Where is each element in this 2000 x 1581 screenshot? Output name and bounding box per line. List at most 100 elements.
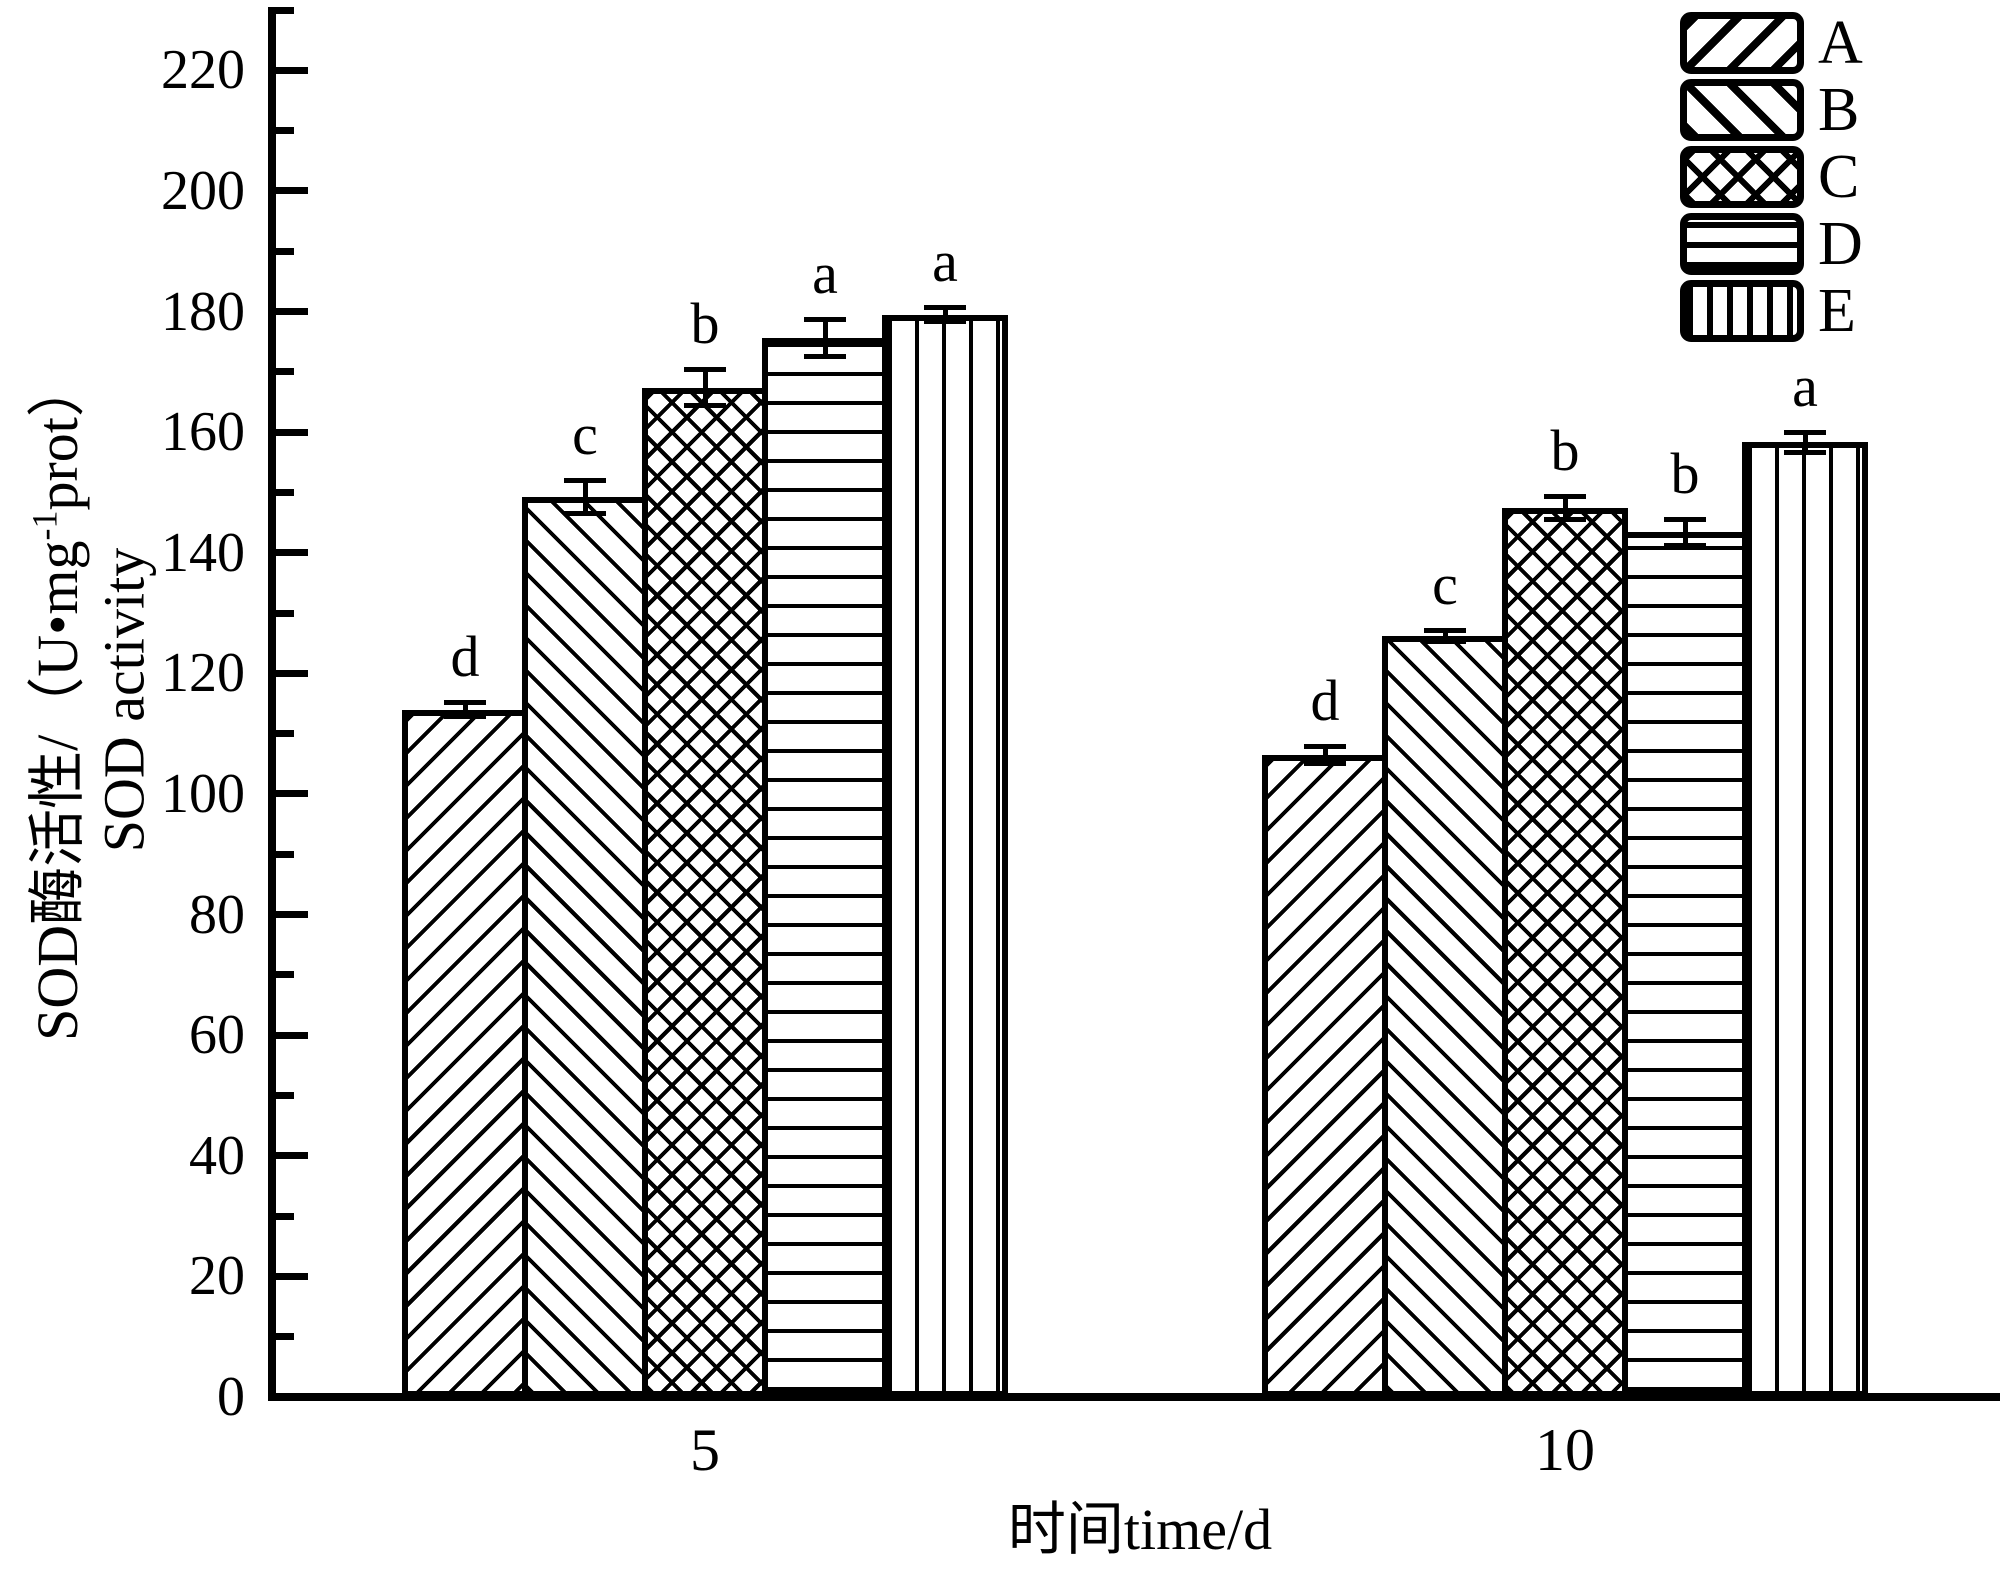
error-bar-cap-top [684,367,726,373]
sig-letter: c [1432,551,1458,617]
error-bar-cap-top [564,478,606,484]
y-tick-label: 180 [161,280,245,343]
error-bar-cap-bottom [804,354,846,360]
y-major-tick [276,66,308,74]
error-bar [1682,518,1688,546]
legend-item-B: B [1680,79,1863,141]
y-major-tick [276,1031,308,1039]
legend-label-A: A [1818,9,1863,77]
y-tick-label: 140 [161,521,245,584]
sig-letter: b [1670,440,1700,506]
error-bar [1802,431,1808,454]
error-bar [462,702,468,717]
y-axis-line [268,7,276,1401]
y-tick-label: 220 [161,39,245,102]
legend-label-D: D [1818,210,1863,278]
y-tick-label: 200 [161,159,245,222]
error-bar-cap-top [804,316,846,322]
error-bar-cap-bottom [1424,638,1466,644]
y-tick-label: 160 [161,401,245,464]
error-bar-cap-top [1304,743,1346,749]
y-major-tick [276,1152,308,1160]
sig-letter: a [1792,353,1818,419]
error-bar [1442,629,1448,642]
y-tick-label: 100 [161,762,245,825]
y-minor-tick [276,127,294,135]
error-bar-cap-top [1664,516,1706,522]
y-minor-tick [276,6,294,14]
error-bar-cap-bottom [1664,542,1706,548]
sig-letter: a [812,240,838,306]
y-major-tick [276,669,308,677]
y-major-tick [276,308,308,316]
y-tick-label: 80 [189,883,245,946]
y-tick-label: 20 [189,1245,245,1308]
legend-item-D: D [1680,213,1863,275]
y-minor-tick [276,488,294,496]
legend-swatch-A [1680,12,1804,74]
error-bar-cap-top [1424,627,1466,633]
legend-item-C: C [1680,146,1863,208]
error-bar [582,480,588,515]
y-tick-label: 40 [189,1124,245,1187]
y-major-tick [276,911,308,919]
y-major-tick [276,790,308,798]
bar-A-5 [402,709,528,1397]
error-bar-cap-top [444,700,486,706]
error-bar-cap-bottom [444,713,486,719]
y-minor-tick [276,850,294,858]
sig-letter: d [450,624,480,690]
error-bar-cap-top [924,304,966,310]
bar-D-10 [1622,532,1748,1397]
sig-letter: a [932,228,958,294]
y-minor-tick [276,1212,294,1220]
legend-item-A: A [1680,12,1863,74]
y-major-tick [276,428,308,436]
legend-label-E: E [1818,277,1856,345]
sig-letter: b [1550,418,1580,484]
y-tick-label: 0 [217,1366,245,1428]
error-bar-cap-bottom [564,511,606,517]
error-bar-cap-bottom [1784,450,1826,456]
error-bar-cap-bottom [1304,760,1346,766]
y-tick-label: 120 [161,642,245,705]
legend-label-C: C [1818,143,1860,211]
x-category-label-10: 10 [1535,1417,1595,1483]
y-minor-tick [276,730,294,738]
bar-B-5 [522,497,648,1397]
y-minor-tick [276,247,294,255]
error-bar [822,318,828,358]
error-bar-cap-bottom [924,319,966,325]
bar-C-5 [642,387,768,1397]
y-minor-tick [276,971,294,979]
legend-item-E: E [1680,280,1863,342]
x-axis-line [268,1393,2000,1401]
y-minor-tick [276,1091,294,1099]
y-minor-tick [276,1333,294,1341]
y-major-tick [276,187,308,195]
x-axis-label: 时间time/d [1007,1497,1273,1562]
error-bar [1322,745,1328,764]
bar-D-5 [762,338,888,1397]
sig-letter: d [1310,667,1340,733]
x-category-label-5: 5 [690,1417,720,1483]
bar-B-10 [1382,635,1508,1397]
error-bar [702,369,708,406]
sig-letter: b [690,291,720,357]
error-bar-cap-bottom [684,402,726,408]
error-bar [942,306,948,323]
y-minor-tick [276,609,294,617]
y-tick-label: 60 [189,1004,245,1067]
bar-E-10 [1742,442,1868,1397]
y-major-tick [276,1272,308,1280]
legend-swatch-C [1680,146,1804,208]
legend-swatch-E [1680,280,1804,342]
error-bar [1562,496,1568,521]
legend-swatch-B [1680,79,1804,141]
legend-label-B: B [1818,76,1860,144]
bar-C-10 [1502,508,1628,1397]
y-minor-tick [276,368,294,376]
sig-letter: c [572,402,598,468]
